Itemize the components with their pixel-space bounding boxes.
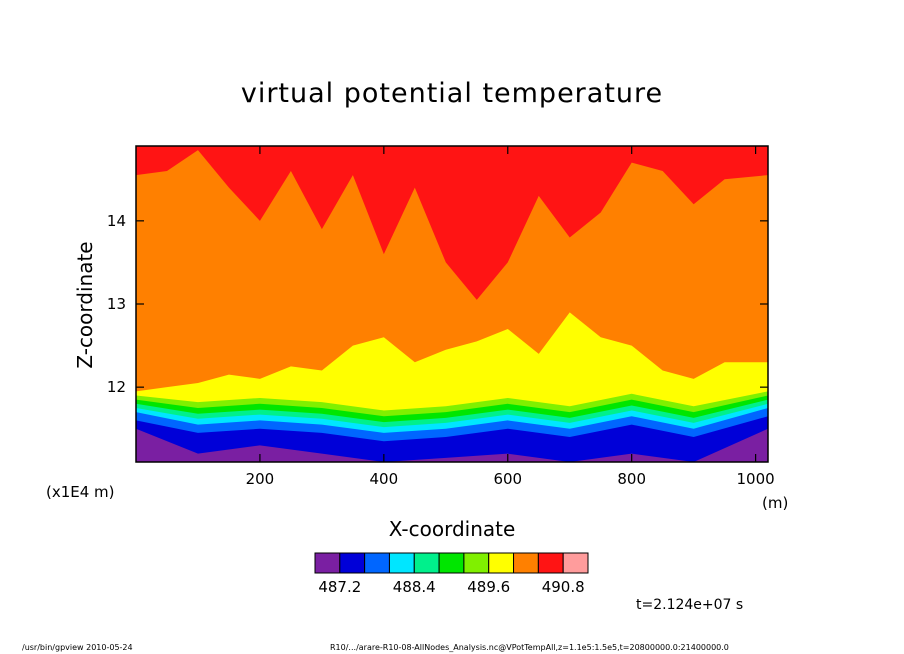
x-axis-label: X-coordinate — [389, 517, 516, 541]
contour-bands — [136, 146, 768, 462]
chart-title: virtual potential temperature — [241, 78, 663, 109]
y-tick-label: 12 — [107, 378, 126, 396]
colorbar-swatch — [488, 552, 515, 574]
y-tick-label: 13 — [107, 295, 126, 313]
colorbar-swatch — [513, 552, 539, 574]
colorbar-swatch — [314, 552, 341, 574]
colorbar-label: 487.2 — [318, 578, 361, 596]
time-label: t=2.124e+07 s — [636, 597, 743, 613]
colorbar-swatch — [562, 552, 589, 574]
y-axis-label: Z-coordinate — [73, 241, 97, 368]
y-axis-ticks: 12 13 14 — [107, 212, 768, 396]
colorbar-label: 490.8 — [542, 578, 585, 596]
x-tick-label: 400 — [370, 470, 399, 488]
x-tick-label: 600 — [493, 470, 522, 488]
x-tick-label: 1000 — [737, 470, 775, 488]
colorbar-swatch — [339, 552, 366, 574]
y-axis-unit: (x1E4 m) — [46, 483, 115, 501]
footer-left: /usr/bin/gpview 2010-05-24 — [22, 643, 133, 652]
footer-center: R10/.../arare-R10-08-AllNodes_Analysis.n… — [330, 643, 729, 652]
colorbar-swatch — [537, 552, 564, 574]
x-tick-label: 200 — [246, 470, 275, 488]
x-axis-unit: (m) — [762, 494, 788, 512]
x-axis-ticks: 200 400 600 800 1000 — [246, 146, 775, 488]
colorbar-swatch — [413, 552, 440, 574]
colorbar-label: 489.6 — [467, 578, 510, 596]
x-tick-label: 800 — [617, 470, 646, 488]
contour-band-0 — [136, 428, 768, 462]
colorbar-labels: 487.2 488.4 489.6 490.8 — [318, 578, 584, 596]
colorbar-swatch — [388, 552, 415, 574]
colorbar-label: 488.4 — [393, 578, 436, 596]
y-tick-label: 14 — [107, 212, 126, 230]
colorbar — [314, 552, 589, 574]
colorbar-swatch — [438, 552, 465, 574]
colorbar-swatch — [463, 552, 490, 574]
colorbar-swatch — [364, 552, 390, 574]
